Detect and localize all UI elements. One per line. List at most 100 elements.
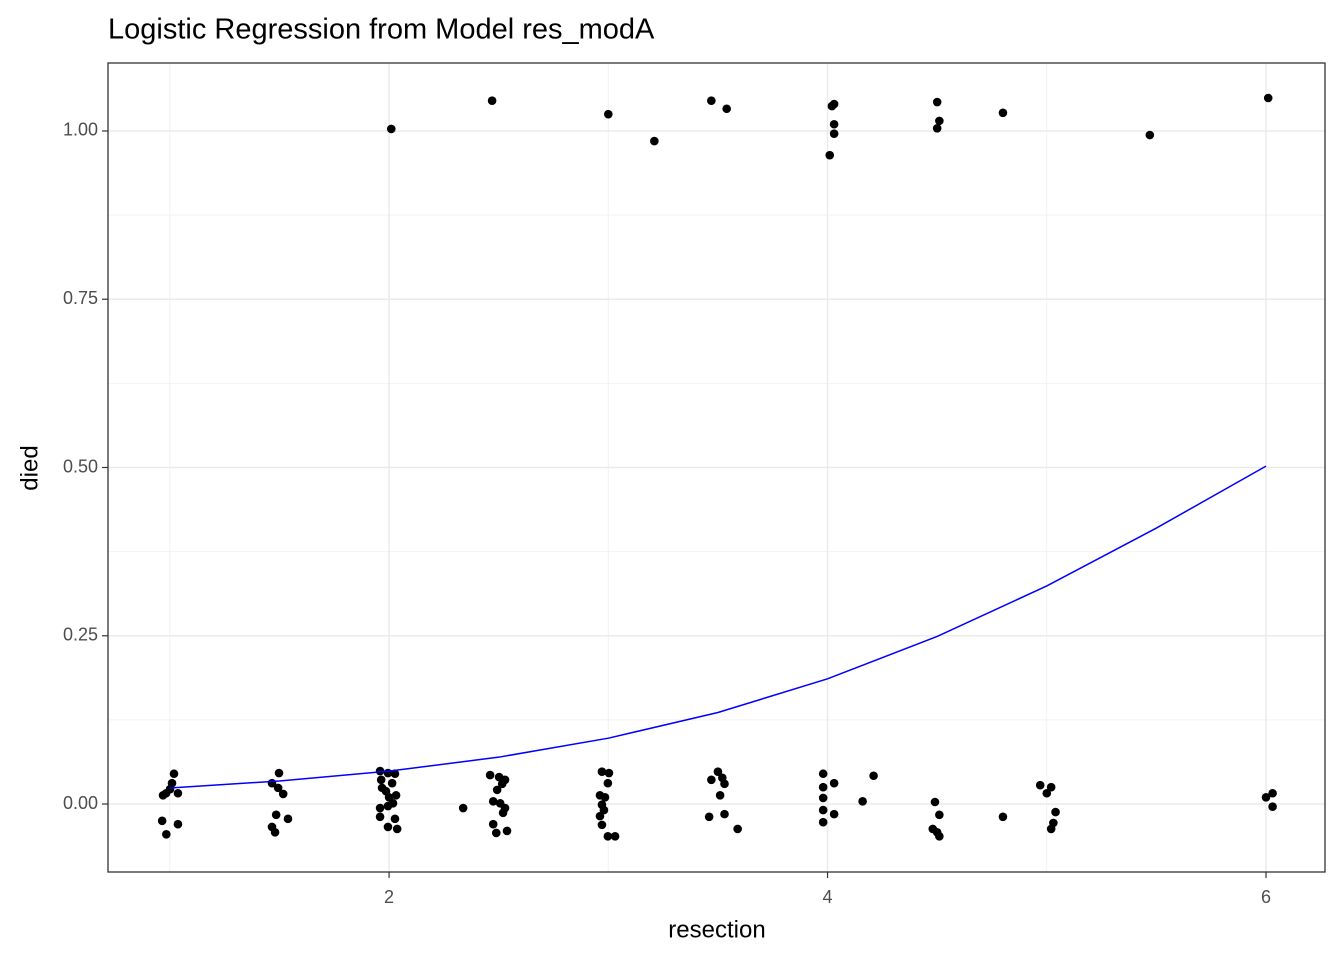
data-point [707,775,716,785]
y-tick-label: 0.25 [63,625,98,645]
data-point [158,790,168,800]
data-point [998,812,1008,822]
data-point [498,808,508,818]
data-point [458,803,468,813]
data-point [597,767,607,777]
data-point [388,799,398,808]
data-point [274,768,284,778]
data-point [818,793,828,803]
data-point [818,769,828,779]
data-point [283,814,293,824]
data-point [387,778,397,788]
chart-title: Logistic Regression from Model res_modA [108,14,655,46]
data-point [935,810,944,820]
data-point [935,832,944,841]
fit-curve [169,465,1267,789]
data-point [1268,788,1277,798]
y-tick-label: 0.50 [63,456,98,476]
data-point [610,832,620,841]
data-point [376,775,386,785]
data-point [487,96,497,105]
data-point [384,792,394,802]
x-axis-title: resection [668,916,765,943]
data-point [818,805,828,815]
x-tick-label: 6 [1261,887,1271,907]
data-point [595,811,605,821]
data-point [604,768,614,778]
data-point [157,816,167,826]
data-point [375,812,385,822]
data-point [600,792,610,802]
data-point [162,830,171,839]
data-point [386,124,396,134]
data-point [391,790,401,800]
data-point [829,778,839,788]
data-point [869,771,878,781]
data-point [1046,824,1056,834]
data-point [1145,130,1155,140]
x-tick-label: 2 [384,887,394,907]
data-point [390,769,400,779]
data-point [1261,792,1271,802]
data-point [271,810,281,820]
data-point [733,824,742,834]
data-point [829,129,839,138]
data-point [1263,93,1273,103]
data-point [707,96,716,105]
data-point [597,820,607,830]
data-point [713,767,723,777]
x-tick-label: 4 [823,887,833,907]
data-point [603,778,613,788]
data-point [935,116,944,126]
data-point [383,822,393,832]
panel-border [107,62,1326,873]
data-point [818,782,828,792]
y-tick-label: 1.00 [63,120,98,140]
data-point [720,809,729,819]
data-point [818,817,828,827]
data-point [375,803,385,813]
y-axis-title: died [16,445,43,490]
data-point [998,108,1008,118]
data-point [485,770,495,780]
data-point [704,812,714,822]
data-point [932,123,942,133]
data-point [173,819,183,829]
data-point [488,819,498,829]
data-point [375,766,385,776]
data-point [278,789,288,799]
data-point [1051,807,1060,817]
data-point [1046,782,1056,792]
data-point [1042,788,1052,798]
y-tick-label: 0.00 [63,793,98,813]
data-point [502,826,512,836]
data-point [491,828,501,838]
data-point [270,827,280,837]
data-point [650,136,659,146]
data-point [169,769,179,779]
data-point [173,788,183,798]
data-point [858,797,867,806]
data-point [603,832,613,841]
data-point [604,109,613,119]
data-point [829,119,839,129]
data-point [825,150,835,160]
data-point [390,814,400,824]
y-tick-label: 0.75 [63,288,98,308]
data-point [392,824,402,834]
data-point [932,97,942,107]
data-point [273,783,283,793]
data-point [829,99,839,109]
data-point [1035,780,1045,790]
data-point [829,809,839,819]
data-point [1268,802,1277,812]
data-point [930,797,940,807]
data-point [599,805,609,815]
data-point [492,785,502,795]
data-point [497,779,507,789]
data-point [715,790,725,800]
data-point [722,104,731,114]
data-point [488,797,498,806]
data-point [720,779,729,789]
